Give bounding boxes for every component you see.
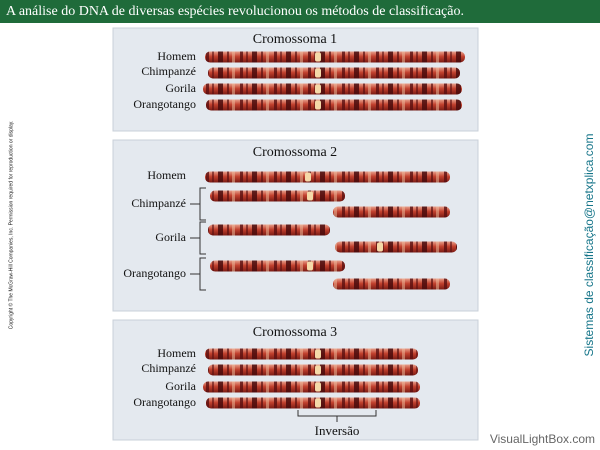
species-label: Gorila xyxy=(165,379,196,393)
species-label: Gorila xyxy=(155,230,186,244)
chromosome-part xyxy=(205,348,418,360)
header-bar xyxy=(0,0,600,23)
annotation: Inversão xyxy=(315,423,360,438)
chromosome-part xyxy=(377,242,383,252)
chromosome-part xyxy=(205,51,465,63)
header-title: A análise do DNA de diversas espécies re… xyxy=(6,4,464,19)
chromosome-part xyxy=(315,365,321,375)
watermark: VisualLightBox.com xyxy=(490,432,595,446)
chromosome-part xyxy=(305,172,311,182)
chromosome-part xyxy=(210,260,345,272)
chromosome-part xyxy=(315,398,321,408)
chromosome-part xyxy=(307,261,313,271)
panel-title: Cromossoma 2 xyxy=(253,145,337,160)
chromosome-part xyxy=(206,397,420,409)
chromosome-part xyxy=(206,99,462,111)
panel-title: Cromossoma 1 xyxy=(253,32,337,47)
bracket xyxy=(190,221,206,255)
copyright: Copyright © The McGraw-Hill Companies, I… xyxy=(7,121,14,330)
species-label: Orangotango xyxy=(133,395,196,409)
species-label: Homem xyxy=(157,49,196,63)
chromosome-part xyxy=(203,381,420,393)
chromosome-part xyxy=(205,171,450,183)
species-label: Orangotango xyxy=(123,266,186,280)
species-label: Chimpanzé xyxy=(141,64,196,78)
chromosome-part xyxy=(315,52,321,62)
species-label: Chimpanzé xyxy=(131,196,186,210)
chromosome-part xyxy=(315,349,321,359)
chromosome-part xyxy=(203,83,462,95)
chromosome-part xyxy=(315,382,321,392)
chromosome-part xyxy=(307,191,313,201)
chromosome-part xyxy=(315,84,321,94)
inversion-bracket xyxy=(297,410,377,422)
bracket xyxy=(190,187,206,221)
species-label: Chimpanzé xyxy=(141,361,196,375)
chromosome-part xyxy=(333,278,450,290)
species-label: Homem xyxy=(147,168,186,182)
chromosome-part xyxy=(210,190,345,202)
species-label: Homem xyxy=(157,346,196,360)
panel-title: Cromossoma 3 xyxy=(253,325,337,340)
chromosomes xyxy=(203,51,465,409)
chromosome-part xyxy=(208,67,460,79)
chromosome-part xyxy=(335,241,457,253)
side-label: Sistemas de classificação@netxplica.com xyxy=(582,134,596,357)
chromosome-part xyxy=(315,100,321,110)
chromosome-part xyxy=(315,68,321,78)
species-label: Orangotango xyxy=(133,97,196,111)
panel xyxy=(112,27,479,132)
bracket xyxy=(190,257,206,291)
chromosome-part xyxy=(333,206,450,218)
panel xyxy=(112,319,479,441)
chromosome-part xyxy=(208,224,330,236)
species-label: Gorila xyxy=(165,81,196,95)
chromosome-part xyxy=(208,364,418,376)
